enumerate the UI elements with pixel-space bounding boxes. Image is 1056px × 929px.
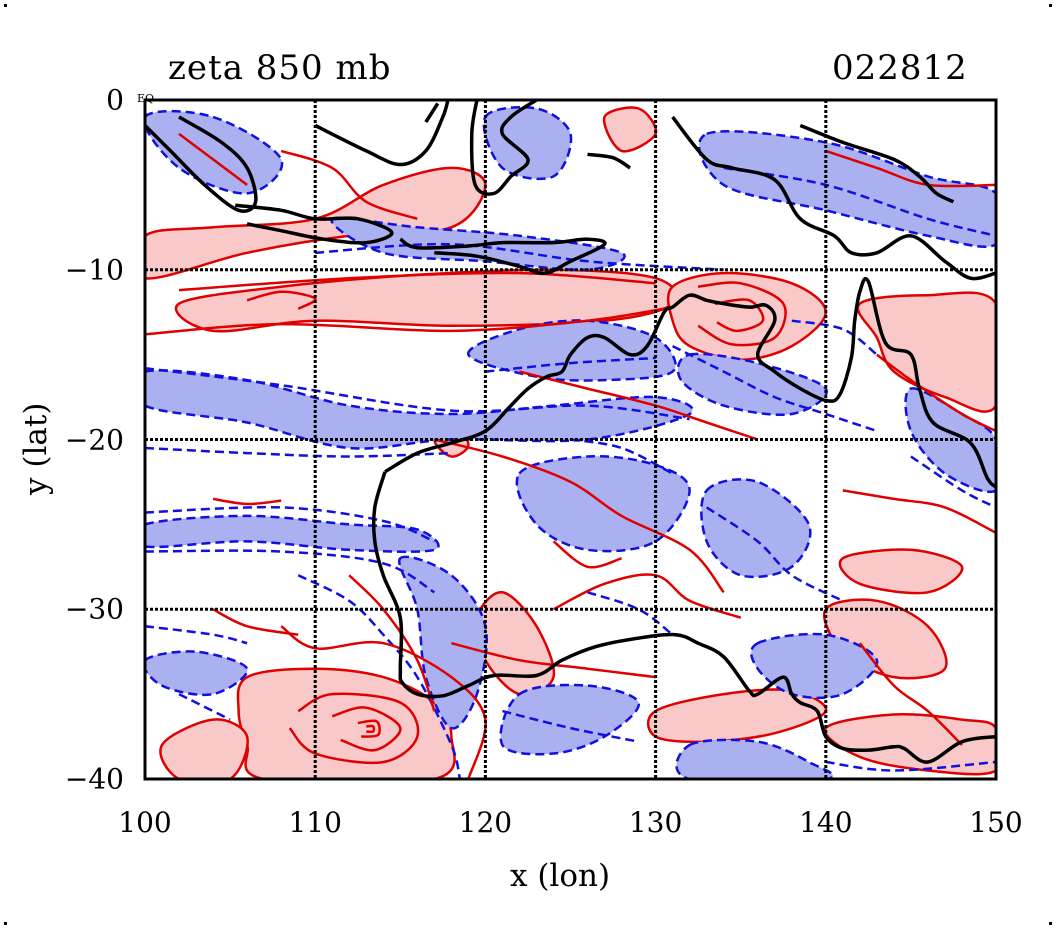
coastline: [799, 123, 955, 204]
coastline: [384, 276, 996, 489]
negative-vorticity-region: [697, 130, 996, 248]
negative-contour-line: [587, 591, 674, 636]
positive-fill-layer: [145, 106, 996, 779]
chart-timestamp: 022812: [832, 48, 968, 88]
positive-contour-line: [357, 719, 381, 738]
negative-contour-line: [145, 446, 452, 458]
negative-contour-line: [145, 505, 435, 543]
positive-contour-line: [246, 290, 317, 310]
grid-layer: [145, 100, 996, 779]
positive-contour-line: [331, 706, 402, 752]
negative-contour-line: [825, 760, 996, 772]
negative-contour-line: [672, 344, 878, 433]
positive-contour-line: [715, 298, 765, 333]
negative-contour-line: [485, 356, 656, 373]
corner-mark: [4, 922, 7, 925]
negative-contour-line: [315, 242, 724, 272]
negative-vorticity-region: [145, 109, 284, 195]
negative-vorticity-region: [700, 478, 812, 579]
positive-contour-line: [178, 132, 248, 186]
coastline: [399, 237, 607, 275]
negative-vorticity-region: [145, 650, 249, 697]
y-tick-label: −10: [64, 253, 124, 287]
positive-contour-line: [858, 642, 963, 746]
corner-mark: [4, 4, 7, 7]
negative-vorticity-region: [145, 369, 694, 450]
x-tick-label: 120: [458, 806, 513, 839]
positive-vorticity-region: [838, 548, 964, 595]
negative-contour-line: [145, 366, 690, 421]
y-tick-label: −40: [64, 762, 124, 796]
y-tick-label: −30: [64, 592, 124, 626]
negative-contour-line: [297, 574, 462, 779]
coastline: [314, 100, 450, 167]
negative-contour-line: [145, 624, 248, 645]
positive-vorticity-region: [145, 166, 487, 280]
coastline: [145, 115, 258, 213]
negative-vorticity-region: [145, 514, 440, 553]
positive-contour-line: [552, 573, 742, 619]
positive-vorticity-region: [666, 271, 828, 361]
negative-vorticity-region: [676, 352, 828, 417]
y-axis-label: y (lat): [18, 402, 54, 495]
negative-contour-line: [502, 709, 639, 743]
x-tick-label: 110: [288, 806, 342, 839]
positive-contour-line: [212, 497, 282, 506]
positive-contour-line: [280, 149, 418, 220]
negative-vorticity-region: [749, 632, 879, 700]
positive-contour-line: [842, 489, 996, 535]
positive-contour-line: [178, 271, 656, 292]
plot-frame: [143, 98, 998, 781]
negative-vorticity-region: [499, 683, 640, 756]
x-tick-label: 130: [628, 806, 683, 839]
coastline: [587, 152, 632, 170]
y-tick-label: −20: [64, 423, 124, 456]
positive-vorticity-region: [823, 712, 996, 776]
y-tick-label: 0: [106, 83, 124, 117]
positive-contour-line: [434, 438, 725, 594]
x-tick-label: 140: [799, 806, 853, 839]
corner-mark: [1049, 4, 1052, 7]
positive-contour-line: [697, 281, 787, 347]
negative-contour-line: [910, 455, 996, 509]
coastline: [671, 115, 996, 281]
x-axis-label: x (lon): [510, 858, 611, 894]
positive-contour-line: [552, 540, 622, 569]
positive-vorticity-region: [646, 688, 828, 744]
coastline: [424, 102, 440, 124]
x-tick-label: 150: [969, 806, 1023, 839]
positive-vorticity-region: [474, 591, 556, 696]
negative-contour-line: [178, 692, 231, 721]
positive-contour-line: [876, 353, 996, 433]
contour-line-layer: [145, 132, 996, 779]
chart-title: zeta 850 mb: [168, 48, 392, 88]
positive-contour-line: [366, 724, 376, 734]
x-tick-label: 100: [118, 806, 172, 839]
positive-vorticity-region: [602, 106, 658, 153]
negative-vorticity-region: [675, 738, 835, 779]
coastline: [371, 471, 996, 764]
positive-vorticity-region: [159, 718, 249, 779]
coastline-layer: [145, 100, 996, 764]
positive-contour-line: [212, 608, 299, 636]
negative-contour-line: [145, 549, 435, 594]
corner-mark: [1049, 922, 1052, 925]
coastline: [234, 203, 394, 245]
positive-contour-line: [145, 305, 673, 336]
negative-contour-line: [706, 506, 844, 602]
negative-vorticity-region: [482, 106, 573, 181]
negative-contour-line: [791, 319, 878, 356]
coastline: [469, 100, 538, 196]
positive-vorticity-region: [856, 291, 996, 413]
positive-contour-line: [288, 692, 420, 765]
positive-contour-line: [825, 149, 996, 188]
